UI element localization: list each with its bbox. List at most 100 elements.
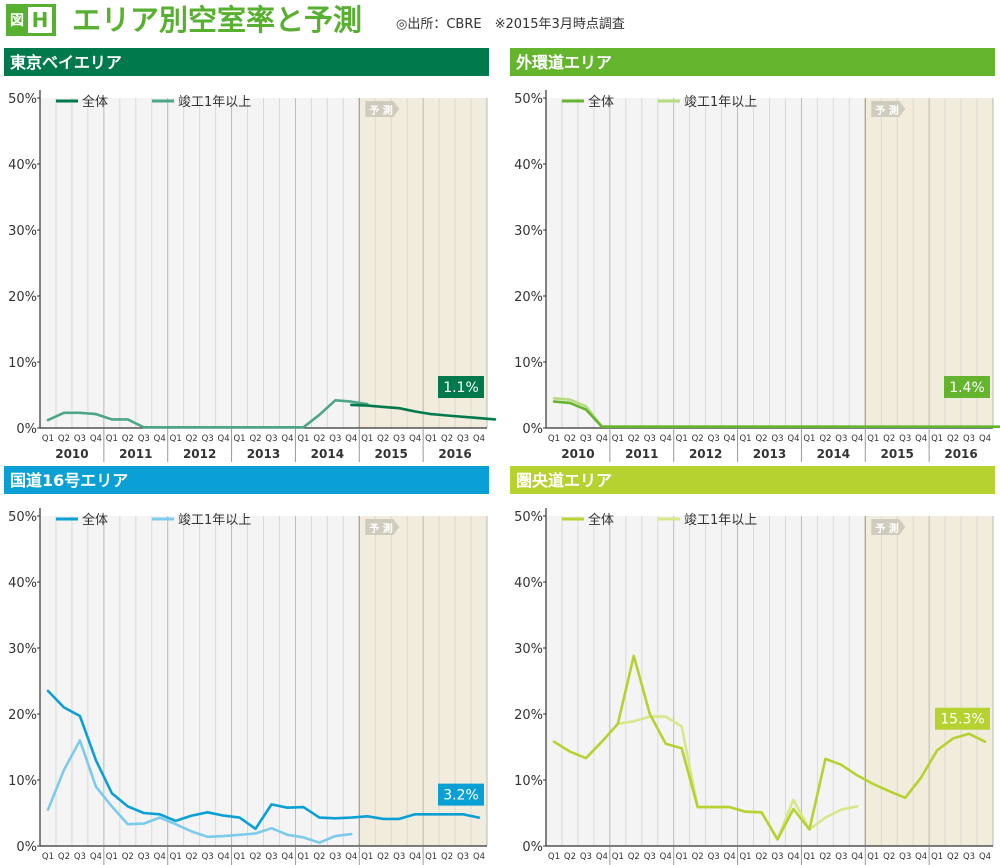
series-line-1 [350,403,497,421]
year-label: 2011 [119,447,152,461]
quarter-label: Q1 [739,434,751,444]
quarter-label: Q4 [724,852,736,862]
year-label: 2016 [944,447,977,461]
year-label: 2016 [438,447,471,461]
quarter-label: Q3 [580,852,592,862]
quarter-label: Q1 [233,852,245,862]
quarter-label: Q3 [265,434,277,444]
quarter-label: Q3 [963,434,975,444]
y-tick-label: 10% [514,774,543,789]
y-tick-label: 40% [8,576,37,591]
quarter-label: Q1 [548,434,560,444]
quarter-label: Q2 [692,852,704,862]
panel-header [510,48,995,76]
source-note: ◎出所：CBRE ※2015年3月時点調査 [396,17,625,32]
quarter-label: Q1 [548,852,560,862]
y-tick-label: 10% [8,774,37,789]
series-line-1 [552,400,1000,428]
y-tick-label: 50% [514,92,543,107]
y-tick-label: 40% [514,158,543,173]
quarter-label: Q1 [170,434,182,444]
quarter-label: Q4 [90,852,102,862]
figure-letter: H [28,7,52,33]
series-line-2 [46,739,353,844]
quarter-label: Q1 [676,852,688,862]
quarter-label: Q2 [186,434,198,444]
y-tick-label: 0% [522,840,543,855]
figure-title: エリア別空室率と予測 [72,3,363,37]
legend-label: 竣工1年以上 [684,95,757,110]
quarter-label: Q4 [345,434,357,444]
y-tick-label: 10% [514,356,543,371]
y-tick-label: 30% [514,224,543,239]
quarter-label: Q1 [612,434,624,444]
quarter-label: Q4 [473,434,485,444]
panel-title: 東京ベイエリア [10,53,122,72]
quarter-label: Q4 [596,852,608,862]
quarter-label: Q3 [265,852,277,862]
y-tick-label: 40% [514,576,543,591]
y-tick-label: 10% [8,356,37,371]
figure-header: 図 H エリア別空室率と予測 ◎出所：CBRE ※2015年3月時点調査 [0,0,1000,40]
quarter-label: Q4 [915,434,927,444]
quarter-label: Q3 [963,852,975,862]
quarter-label: Q1 [931,434,943,444]
quarter-label: Q2 [755,434,767,444]
quarter-label: Q3 [708,852,720,862]
quarter-label: Q4 [409,434,421,444]
year-label: 2010 [561,447,594,461]
quarter-label: Q4 [724,434,736,444]
quarter-label: Q2 [947,434,959,444]
quarter-label: Q3 [457,852,469,862]
quarter-label: Q3 [138,434,150,444]
quarter-label: Q3 [393,852,405,862]
y-tick-label: 20% [8,708,37,723]
year-label: 2015 [375,447,408,461]
quarter-label: Q3 [899,852,911,862]
quarter-label: Q3 [644,852,656,862]
end-value-badge [944,376,990,398]
quarter-label: Q2 [249,852,261,862]
quarter-label: Q2 [819,852,831,862]
quarter-label: Q2 [377,434,389,444]
y-tick-label: 50% [8,510,37,525]
year-label: 2014 [311,447,344,461]
quarter-label: Q1 [233,434,245,444]
quarter-label: Q3 [393,434,405,444]
quarter-label: Q2 [441,434,453,444]
y-tick-label: 50% [514,510,543,525]
quarter-label: Q4 [596,434,608,444]
quarter-label: Q1 [425,852,437,862]
quarter-label: Q4 [409,852,421,862]
y-tick-label: 0% [16,840,37,855]
quarter-label: Q2 [819,434,831,444]
quarter-label: Q4 [218,434,230,444]
year-label: 2015 [881,447,914,461]
y-tick-label: 20% [8,290,37,305]
legend-label: 竣工1年以上 [684,513,757,528]
quarter-label: Q4 [787,434,799,444]
y-tick-label: 20% [514,290,543,305]
quarter-label: Q4 [281,852,293,862]
quarter-label: Q1 [612,852,624,862]
quarter-label: Q3 [202,852,214,862]
quarter-label: Q1 [106,852,118,862]
forecast-tag [871,519,906,535]
y-tick-label: 30% [8,642,37,657]
quarter-label: Q3 [329,434,341,444]
end-value-badge [438,783,484,806]
forecast-label: 予 測 [875,522,898,535]
quarter-label: Q3 [835,434,847,444]
quarter-label: Q2 [122,434,134,444]
quarter-label: Q2 [313,434,325,444]
quarter-label: Q2 [628,434,640,444]
quarter-label: Q1 [42,852,54,862]
quarter-label: Q4 [218,852,230,862]
quarter-label: Q2 [628,852,640,862]
quarter-label: Q1 [803,434,815,444]
y-tick-label: 30% [514,642,543,657]
quarter-label: Q1 [425,434,437,444]
quarter-label: Q4 [473,852,485,862]
